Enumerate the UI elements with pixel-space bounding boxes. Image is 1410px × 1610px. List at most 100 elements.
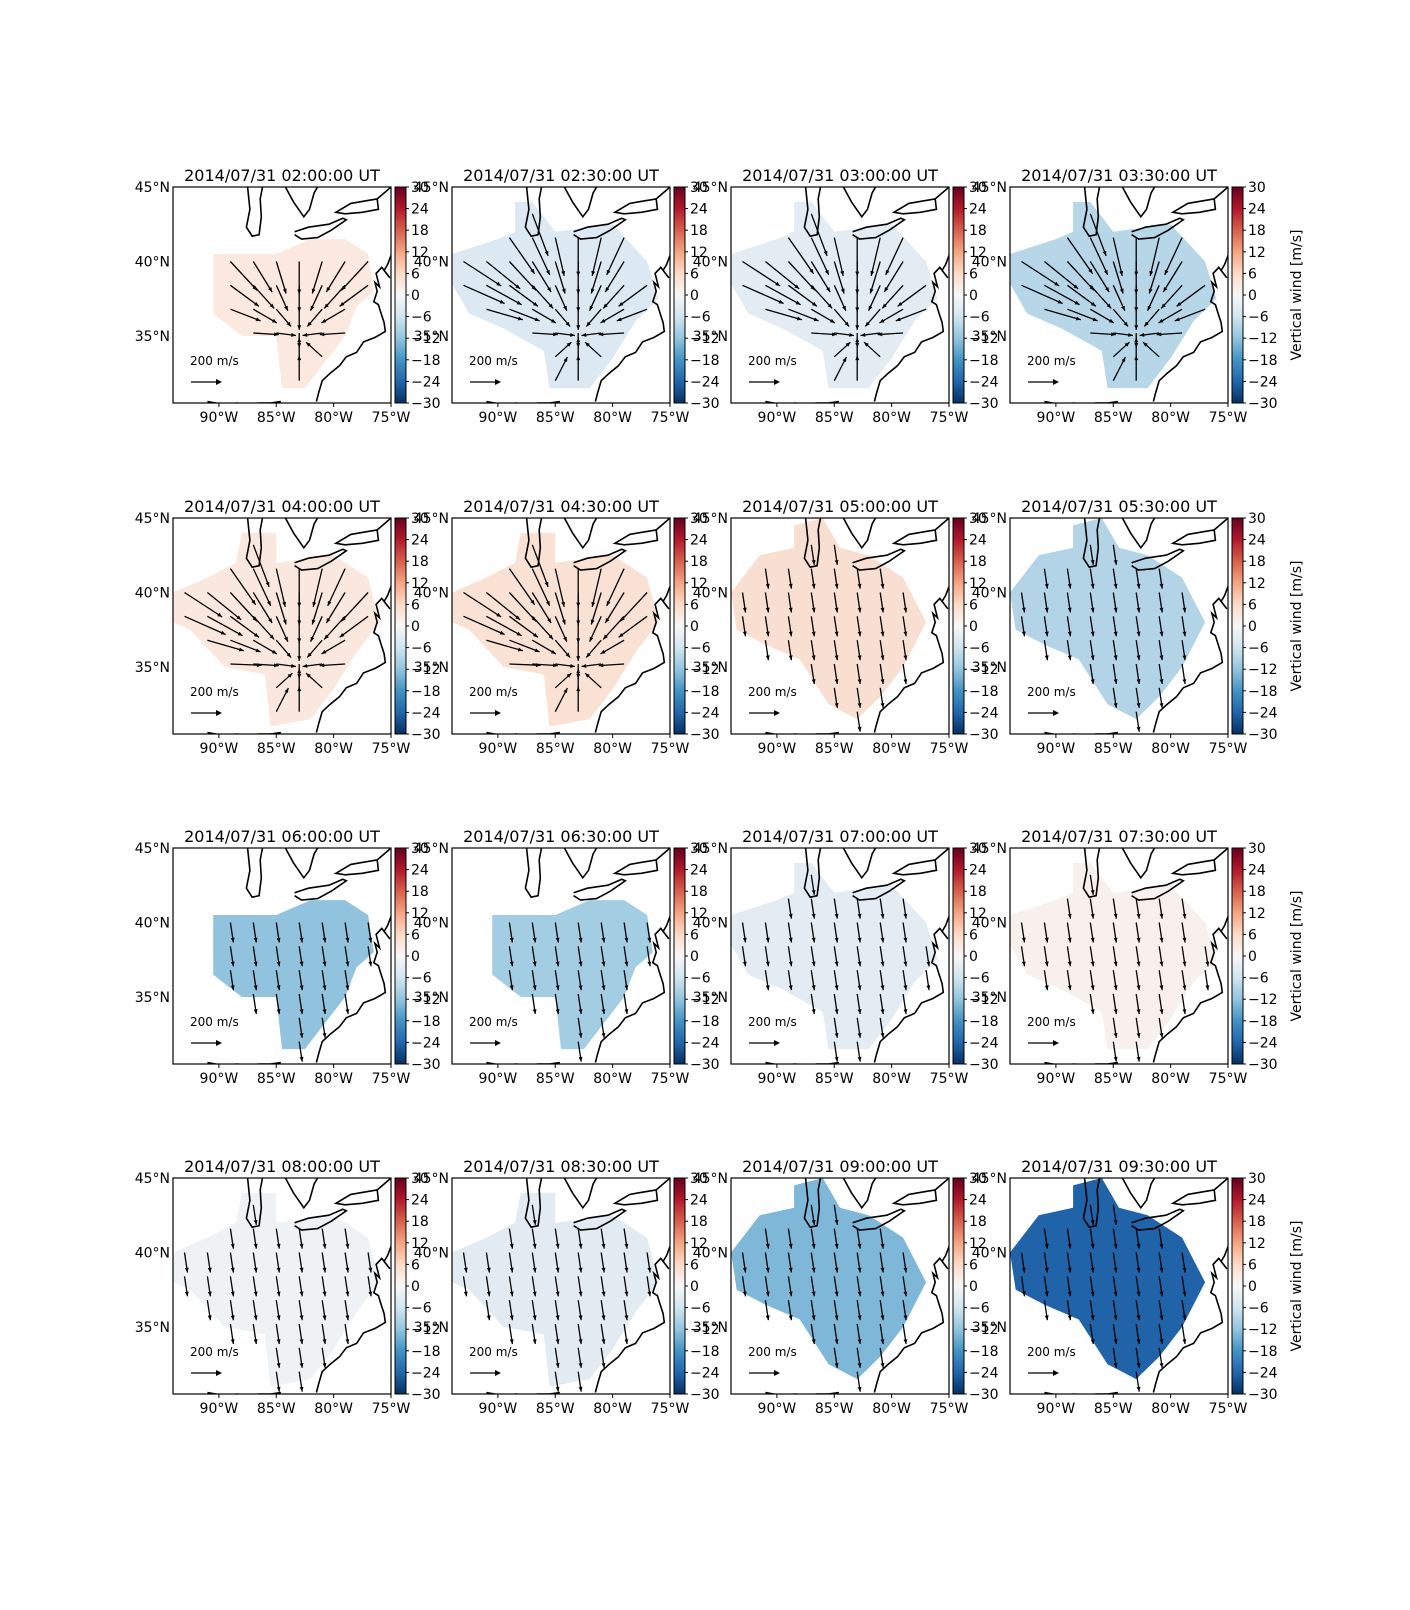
- lat-tick-label: 35°N: [972, 329, 1007, 345]
- reference-arrow-label: 200 m/s: [469, 354, 518, 368]
- coastline: [873, 255, 949, 402]
- panel-title: 2014/07/31 04:30:00 UT: [463, 497, 659, 516]
- coastline: [873, 586, 949, 733]
- map-panel: 2014/07/31 02:00:00 UT 200 m/s 90°W 85°W 80°…: [135, 166, 441, 426]
- colorbar-tick-label: 18: [690, 554, 708, 570]
- colorbar-tick-label: 30: [690, 841, 708, 857]
- lat-tick-label: 35°N: [693, 990, 728, 1006]
- colorbar-tick-label: −24: [1248, 705, 1278, 721]
- map-frame: [451, 847, 671, 1065]
- colorbar-tick-label: −30: [690, 727, 720, 743]
- colorbar-tick-label: −30: [1248, 1057, 1278, 1073]
- lon-tick-label: 80°W: [593, 1071, 632, 1087]
- lon-tick-label: 90°W: [1037, 1071, 1076, 1087]
- colorbar-tick-label: −18: [1248, 1344, 1278, 1360]
- coastline: [1121, 187, 1156, 219]
- colorbar-tick-label: 12: [969, 576, 987, 592]
- lon-tick-label: 75°W: [372, 1071, 411, 1087]
- lat-tick-label: 40°N: [414, 1245, 449, 1261]
- coastline: [284, 518, 319, 550]
- colorbar-tick-label: −24: [411, 705, 441, 721]
- lat-tick-label: 35°N: [693, 329, 728, 345]
- colorbar-tick-label: −6: [1248, 310, 1269, 326]
- lon-tick-label: 85°W: [536, 410, 575, 426]
- coastline: [333, 858, 380, 876]
- coastline: [573, 548, 627, 571]
- coastline: [803, 518, 822, 569]
- map-panel: 2014/07/31 02:30:00 UT 200 m/s 90°W 85°W 80°…: [414, 166, 720, 426]
- colorbar-tick-label: 18: [1248, 554, 1266, 570]
- reference-arrow-label: 200 m/s: [748, 354, 797, 368]
- colorbar-tick-label: −30: [690, 1057, 720, 1073]
- vertical-wind-region: [452, 1192, 659, 1387]
- colorbar: [952, 517, 965, 735]
- coastline: [655, 848, 670, 861]
- coastline: [934, 187, 949, 200]
- lon-tick-label: 75°W: [651, 410, 690, 426]
- coastline: [803, 1178, 822, 1229]
- colorbar-tick-label: 30: [411, 180, 429, 196]
- colorbar-tick-label: −12: [411, 1322, 441, 1338]
- coastline: [315, 586, 391, 733]
- colorbar-tick-label: 12: [690, 1236, 708, 1252]
- colorbar-tick-label: 24: [969, 533, 987, 549]
- coastline: [655, 187, 670, 200]
- lon-tick-label: 80°W: [1151, 410, 1190, 426]
- colorbar-tick-label: 18: [1248, 1214, 1266, 1230]
- colorbar-tick-label: 24: [969, 202, 987, 218]
- coastline: [655, 1178, 670, 1191]
- vertical-wind-region: [731, 201, 938, 389]
- wind-vectors: [229, 922, 373, 1062]
- colorbar: [673, 847, 686, 1065]
- colorbar-tick-label: 24: [1248, 1193, 1266, 1209]
- panel-title: 2014/07/31 02:30:00 UT: [463, 166, 659, 185]
- colorbar-tick-label: 6: [1248, 927, 1257, 943]
- colorbar-tick-label: −24: [690, 1365, 720, 1381]
- lat-tick-label: 35°N: [414, 329, 449, 345]
- colorbar-tick-label: 6: [690, 1257, 699, 1273]
- colorbar-tick-label: 24: [411, 863, 429, 879]
- colorbar-tick-label: −6: [1248, 641, 1269, 657]
- colorbar-tick-label: −6: [1248, 971, 1269, 987]
- lon-tick-label: 85°W: [536, 1071, 575, 1087]
- reference-arrow-label: 200 m/s: [469, 1015, 518, 1029]
- coastline: [1152, 255, 1228, 402]
- colorbar-tick-label: 18: [690, 1214, 708, 1230]
- lon-tick-label: 85°W: [1094, 741, 1133, 757]
- colorbar-tick-label: 0: [969, 1279, 978, 1295]
- colorbar-tick-label: −24: [1248, 1365, 1278, 1381]
- colorbar-tick-label: 12: [969, 1236, 987, 1252]
- coastline: [891, 1188, 938, 1206]
- lon-tick-label: 75°W: [651, 741, 690, 757]
- coastline: [891, 197, 938, 215]
- colorbar-tick-label: 6: [1248, 597, 1257, 613]
- colorbar: [1231, 186, 1244, 404]
- colorbar-tick-label: 18: [411, 884, 429, 900]
- coastline: [655, 518, 670, 531]
- lon-tick-label: 80°W: [1151, 1401, 1190, 1417]
- colorbar-tick-label: −18: [1248, 1014, 1278, 1030]
- colorbar-tick-label: −6: [969, 310, 990, 326]
- colorbar-tick-label: 0: [1248, 1279, 1257, 1295]
- colorbar-tick-label: 30: [1248, 1171, 1266, 1187]
- colorbar-tick-label: 0: [690, 949, 699, 965]
- coastline: [573, 217, 627, 240]
- lon-tick-label: 75°W: [372, 741, 411, 757]
- colorbar-tick-label: 0: [690, 1279, 699, 1295]
- lon-tick-label: 75°W: [1209, 1071, 1248, 1087]
- lon-tick-label: 80°W: [314, 410, 353, 426]
- coastline: [376, 518, 391, 531]
- coastline: [612, 1188, 659, 1206]
- map-frame: [172, 186, 392, 404]
- colorbar-tick-label: −24: [411, 1035, 441, 1051]
- map-panel: 2014/07/31 09:30:00 UT 200 m/s 90°W 85°W 80°…: [972, 1157, 1305, 1417]
- coastline: [315, 1246, 391, 1393]
- map-frame: [1009, 847, 1229, 1065]
- lon-tick-label: 90°W: [479, 741, 518, 757]
- coastline: [524, 1178, 543, 1229]
- coastline: [803, 848, 822, 899]
- colorbar-tick-label: −30: [969, 1057, 999, 1073]
- colorbar-tick-label: 30: [969, 1171, 987, 1187]
- colorbar-tick-label: 30: [411, 511, 429, 527]
- coastline: [294, 1208, 348, 1231]
